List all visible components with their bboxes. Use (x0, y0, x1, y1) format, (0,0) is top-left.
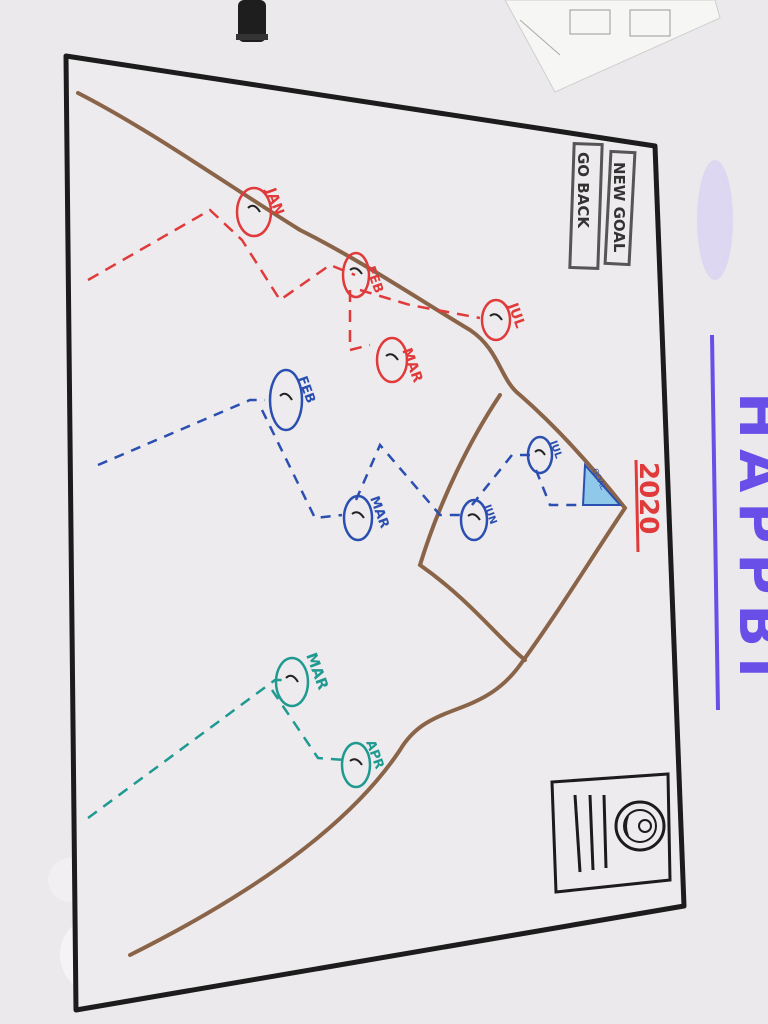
red-path (87, 208, 481, 352)
blue-path (97, 398, 583, 520)
app-title: HAPPBI (726, 392, 768, 688)
title-underline (710, 334, 720, 711)
goal-flag-icon: GOAL (581, 462, 623, 506)
year-label: 2020 (633, 459, 663, 553)
mountain-outline (76, 91, 628, 957)
marker-blue-jul[interactable]: JUL (526, 435, 564, 475)
profile-card[interactable] (550, 772, 672, 894)
go-back-button[interactable]: GO BACK (568, 141, 604, 271)
mountain-inner-peak (417, 393, 527, 662)
paper-sketch (504, 0, 721, 93)
svg-text:NEW GOAL: NEW GOAL (610, 162, 628, 253)
marker-pen (236, 0, 268, 42)
profile-icon (614, 800, 666, 852)
new-goal-button[interactable]: NEW GOAL (603, 149, 637, 267)
svg-text:GO BACK: GO BACK (574, 152, 592, 229)
phone-frame (63, 53, 687, 1013)
svg-text:HAPPBI: HAPPBI (726, 392, 768, 688)
profile-text-lines (573, 794, 608, 873)
